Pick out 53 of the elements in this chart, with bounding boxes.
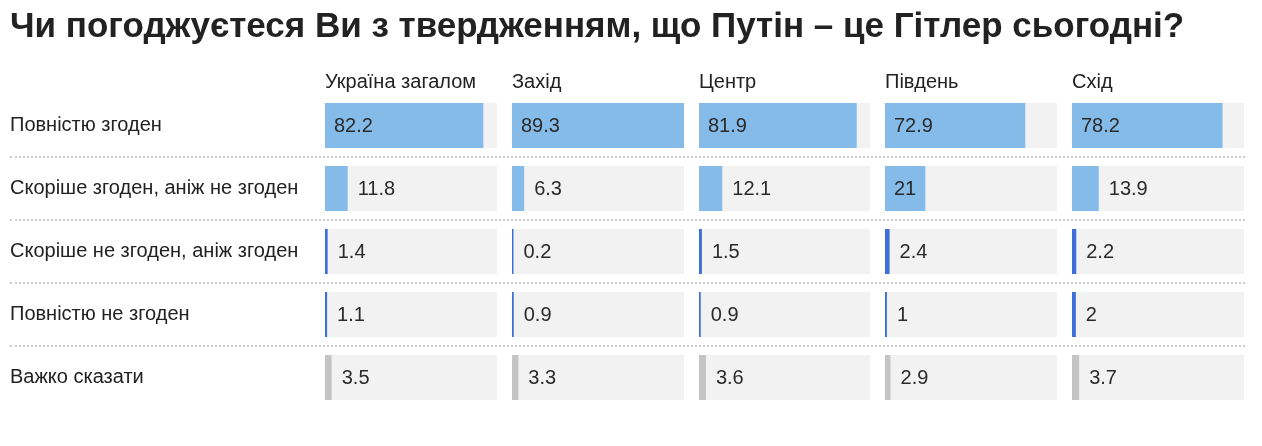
data-label: 0.9	[523, 303, 552, 326]
data-label: 0.2	[523, 240, 552, 263]
bar	[698, 355, 706, 400]
bar	[325, 355, 332, 400]
data-label: 21	[894, 177, 917, 200]
text: Чи погоджуєтеся Ви з твердженням, що Путін – це Гітлер сьогодні?	[10, 4, 1185, 46]
data-label: 6.3	[533, 177, 562, 200]
bar	[511, 355, 519, 400]
bar	[1072, 292, 1076, 337]
data-label: 12.1	[731, 177, 771, 200]
bar	[698, 229, 702, 274]
data-label: 3.5	[341, 366, 370, 389]
chart-title: Україна загалом	[325, 69, 477, 92]
y-tick-label: Скоріше згоден, аніж не згоден	[10, 176, 299, 199]
data-label: 82.2	[334, 114, 373, 137]
data-label: 3.6	[715, 366, 744, 389]
y-tick-label: Повністю не згоден	[10, 302, 190, 325]
data-label: 2.9	[900, 366, 929, 389]
bar	[698, 166, 722, 211]
data-label: 3.3	[528, 366, 556, 389]
bar	[325, 229, 328, 274]
chart-title: Схід	[1072, 69, 1113, 92]
bar	[1072, 166, 1099, 211]
data-label: 72.9	[894, 114, 934, 137]
y-tick-label: Важко сказати	[10, 365, 144, 388]
bar	[511, 166, 524, 211]
chart-title: Захід	[511, 69, 562, 92]
data-label: 0.9	[710, 303, 739, 326]
data-label: 11.8	[357, 177, 396, 200]
y-tick-label: Скоріше не згоден, аніж згоден	[10, 239, 299, 262]
bar	[511, 103, 684, 148]
data-label: 89.3	[520, 114, 560, 137]
bar	[885, 229, 890, 274]
data-label: 2.2	[1086, 240, 1115, 263]
data-label: 1.4	[337, 240, 366, 263]
bar	[325, 292, 328, 337]
data-label: 3.7	[1089, 366, 1117, 389]
data-label: 81.9	[707, 114, 747, 137]
chart-title: Південь	[885, 69, 959, 92]
data-label: 78.2	[1081, 114, 1120, 137]
bar	[325, 166, 348, 211]
data-label: 13.9	[1108, 177, 1148, 200]
chart-title: Центр	[698, 69, 756, 92]
bar	[1072, 229, 1077, 274]
bar	[885, 166, 926, 211]
data-label: 2.4	[899, 240, 928, 263]
y-tick-label: Повністю згоден	[10, 113, 162, 136]
bar	[1072, 355, 1080, 400]
bar	[885, 355, 891, 400]
data-label: 1.5	[711, 240, 740, 263]
data-label: 1	[897, 303, 909, 326]
data-label: 2	[1085, 303, 1097, 326]
data-label: 1.1	[337, 303, 365, 326]
